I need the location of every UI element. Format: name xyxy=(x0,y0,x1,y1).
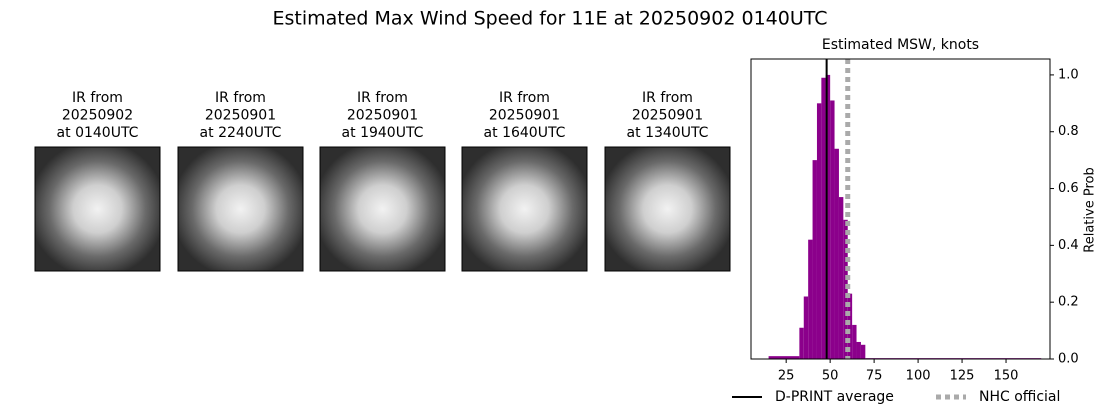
bar xyxy=(838,197,844,359)
plot-frame xyxy=(750,58,1051,360)
bar xyxy=(860,344,866,359)
bar xyxy=(843,219,848,359)
ir-image xyxy=(177,146,304,272)
ir-image xyxy=(461,146,588,272)
ir-image xyxy=(319,146,446,272)
bar xyxy=(816,103,822,360)
y-tick-label: 1.0 xyxy=(1058,67,1079,82)
image-label: 20250902 xyxy=(62,108,133,124)
x-tick-label: 50 xyxy=(822,369,839,384)
image-label: at 1640UTC xyxy=(484,125,566,141)
y-tick-label: 0.8 xyxy=(1058,124,1079,139)
image-label: IR from xyxy=(499,90,550,106)
y-tick-label: 0.4 xyxy=(1058,238,1079,253)
bar xyxy=(852,324,857,359)
x-tick-label: 25 xyxy=(778,369,795,384)
y-tick-label: 0.6 xyxy=(1058,181,1079,196)
image-label: 20250901 xyxy=(489,108,560,124)
legend-label: D-PRINT average xyxy=(775,389,894,405)
image-label: at 2240UTC xyxy=(200,125,282,141)
image-label: at 1340UTC xyxy=(627,125,709,141)
legend-label: NHC official xyxy=(979,389,1060,405)
x-tick-label: 75 xyxy=(866,369,883,384)
bar xyxy=(821,77,826,359)
bar xyxy=(799,327,804,359)
bar xyxy=(808,239,813,359)
image-label: at 0140UTC xyxy=(57,125,139,141)
x-tick-label: 100 xyxy=(906,369,931,384)
image-label: 20250901 xyxy=(205,108,276,124)
y-tick-label: 0.0 xyxy=(1058,352,1079,367)
ir-image xyxy=(604,146,731,272)
image-label: 20250901 xyxy=(632,108,703,124)
x-tick-label: 125 xyxy=(950,369,975,384)
image-label: IR from xyxy=(642,90,693,106)
figure-title: Estimated Max Wind Speed for 11E at 2025… xyxy=(272,8,827,30)
bar xyxy=(847,293,853,359)
bar xyxy=(803,296,809,359)
image-label: 20250901 xyxy=(347,108,418,124)
image-label: IR from xyxy=(72,90,123,106)
image-label: IR from xyxy=(215,90,266,106)
image-label: at 1940UTC xyxy=(342,125,424,141)
ir-image xyxy=(34,146,161,272)
bar xyxy=(812,160,817,359)
y-tick-label: 0.2 xyxy=(1058,295,1079,310)
bar xyxy=(856,341,861,359)
bar xyxy=(830,100,835,360)
y-axis-label: Relative Prob xyxy=(1083,167,1098,252)
bar xyxy=(768,356,800,359)
chart-title: Estimated MSW, knots xyxy=(822,37,979,53)
bar xyxy=(825,74,831,359)
image-label: IR from xyxy=(357,90,408,106)
x-tick-label: 150 xyxy=(994,369,1019,384)
bar xyxy=(834,148,839,359)
